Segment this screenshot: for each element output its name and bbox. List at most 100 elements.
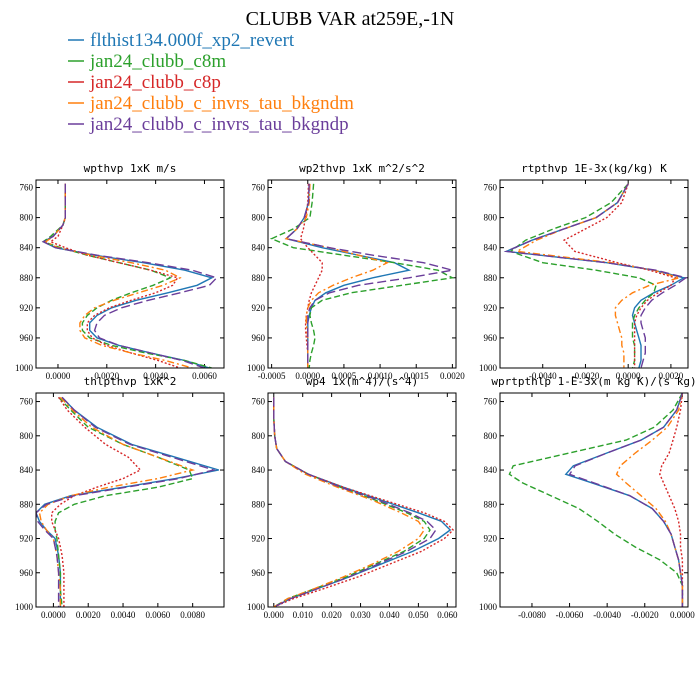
series-line [299,183,323,368]
y-tick-label: 880 [20,499,34,509]
x-tick-label: 0.040 [379,610,400,620]
y-tick-label: 1000 [479,602,498,612]
legend-entry: flthist134.000f_xp2_revert [68,30,295,51]
x-tick-label: -0.0020 [631,610,659,620]
panel-frame [267,392,457,608]
x-tick-label: -0.0020 [572,371,600,381]
legend-label: jan24_clubb_c8m [89,51,226,72]
x-tick-label: 0.0060 [145,610,170,620]
series-line [659,393,684,607]
series-line [41,183,212,368]
x-tick-label: 0.0020 [94,371,119,381]
series-line [503,183,688,368]
panel-frame [499,392,689,608]
x-tick-label: 0.020 [322,610,343,620]
y-tick-label: 960 [20,568,34,578]
legend: flthist134.000f_xp2_revertjan24_clubb_c8… [68,30,354,135]
series-line [36,396,219,607]
y-tick-label: 1000 [15,363,34,373]
y-tick-label: 880 [252,499,266,509]
x-tick-label: -0.0040 [529,371,557,381]
x-tick-label: 0.0000 [41,610,66,620]
panel-title: wp4 1x(m^4)/(s^4) [306,375,419,388]
y-tick-label: 760 [252,183,266,193]
legend-label: jan24_clubb_c_invrs_tau_bkgndm [89,93,354,114]
series-line [54,396,194,607]
x-tick-label: 0.010 [293,610,314,620]
x-tick-label: 0.0020 [440,371,465,381]
legend-entry: jan24_clubb_c_invrs_tau_bkgndp [68,114,349,135]
panel-title: wprtpthlp 1-E-3x(m kg K)/(s kg) [491,375,696,388]
y-tick-label: 840 [252,465,266,475]
x-tick-label: 0.060 [437,610,458,620]
panel: wp4 1x(m^4)/(s^4)76080084088092096010000… [247,375,458,620]
y-tick-label: 1000 [247,602,266,612]
panel: thlpthvp 1xK^2 760 800 840 880 920 960 1000 0.00… [15,375,225,620]
y-tick-label: 760 [252,397,266,407]
series-line [41,183,218,368]
panel-title: wp2thvp 1xK m^2/s^2 [299,162,425,175]
x-tick-label: -0.0080 [518,610,546,620]
y-tick-label: 760 [484,397,498,407]
y-tick-label: 920 [20,534,34,544]
series-line [273,397,426,607]
x-tick-label: -0.0040 [593,610,621,620]
x-tick-label: 0.0005 [332,371,357,381]
panel-frame [35,179,225,369]
x-tick-label: 0.0015 [404,371,429,381]
y-tick-label: 800 [20,213,34,223]
panel: rtpthvp 1E-3x(kg/kg) K 760 800 840 880 920 960… [479,162,689,381]
series-line [615,393,684,607]
y-tick-label: 800 [20,431,34,441]
legend-entry: jan24_clubb_c_invrs_tau_bkgndm [68,93,354,114]
y-tick-label: 880 [484,273,498,283]
y-tick-label: 960 [20,333,34,343]
y-tick-label: 960 [484,568,498,578]
panel-frame [499,179,689,369]
panel-title: wpthvp 1xK m/s [84,162,177,175]
series-line [36,396,217,607]
x-tick-label: -0.0005 [258,371,286,381]
panels: wpthvp 1xK m/s76080084088092096010000.00… [15,162,697,620]
series-line [508,393,684,607]
x-tick-label: 0.0020 [76,610,101,620]
x-tick-label: 0.0010 [368,371,393,381]
series-line [38,396,196,607]
x-tick-label: 0.000 [264,610,285,620]
y-tick-label: 840 [20,243,34,253]
x-tick-label: 0.050 [408,610,429,620]
x-tick-label: 0.030 [350,610,371,620]
x-tick-label: 0.0000 [46,371,71,381]
panel-title: rtpthvp 1E-3x(kg/kg) K [521,162,667,175]
x-tick-label: 0.0080 [180,610,205,620]
series-line [564,393,684,607]
series-line [284,183,453,368]
series-line [568,393,684,607]
y-tick-label: 920 [484,303,498,313]
x-tick-label: 0.0040 [111,610,136,620]
y-tick-label: 840 [252,243,266,253]
series-line [273,397,437,607]
legend-entry: jan24_clubb_c8m [68,51,226,72]
y-tick-label: 960 [252,568,266,578]
x-tick-label: -0.0060 [556,610,584,620]
series-line [44,183,193,368]
y-tick-label: 920 [484,534,498,544]
y-tick-label: 880 [484,499,498,509]
y-tick-label: 840 [484,465,498,475]
y-tick-label: 880 [252,273,266,283]
series-line [284,183,412,368]
legend-label: flthist134.000f_xp2_revert [90,30,295,51]
panel-frame [35,392,225,608]
figure-title: CLUBB VAR at259E,-1N [246,8,455,30]
series-line [41,183,214,368]
series-line [509,183,657,368]
series-line [514,183,683,368]
series-line [562,183,677,368]
y-tick-label: 800 [484,431,498,441]
y-tick-label: 800 [252,431,266,441]
panel-frame [267,179,457,369]
series-line [273,397,455,607]
series-line [269,183,455,368]
